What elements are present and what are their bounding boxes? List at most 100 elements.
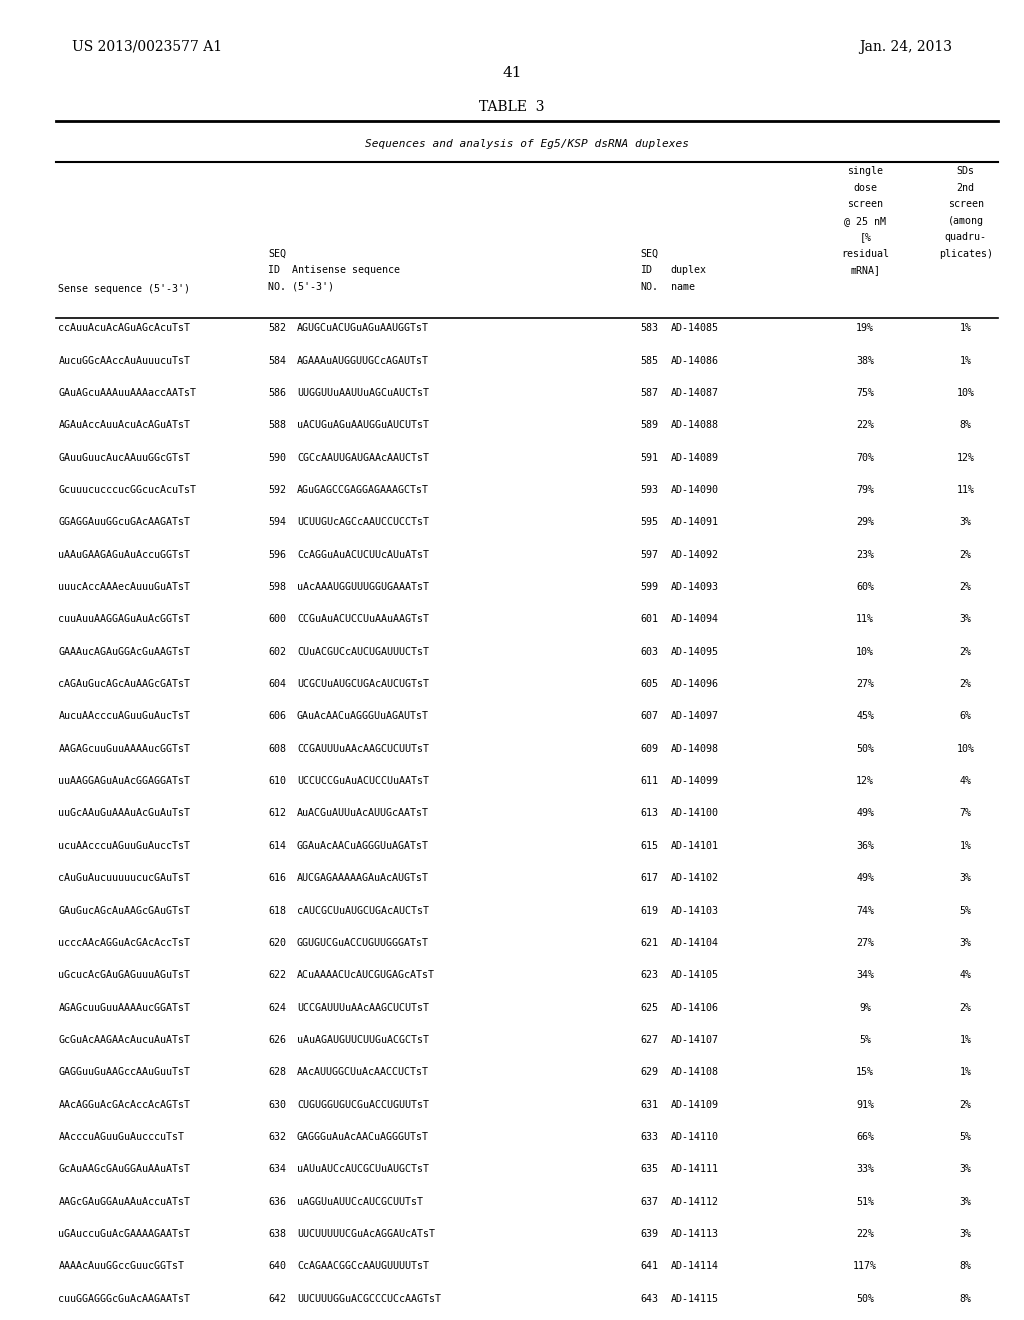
Text: 593: 593 — [640, 484, 658, 495]
Text: CUuACGUCcAUCUGAUUUCTsT: CUuACGUCcAUCUGAUUUCTsT — [297, 647, 429, 657]
Text: cuuGGAGGGcGuAcAAGAATsT: cuuGGAGGGcGuAcAAGAATsT — [58, 1294, 190, 1304]
Text: uAUuAUCcAUCGCUuAUGCTsT: uAUuAUCcAUCGCUuAUGCTsT — [297, 1164, 429, 1175]
Text: 8%: 8% — [959, 420, 972, 430]
Text: ccAuuAcuAcAGuAGcAcuTsT: ccAuuAcuAcAGuAGcAcuTsT — [58, 323, 190, 334]
Text: AD-14094: AD-14094 — [671, 615, 719, 624]
Text: 595: 595 — [640, 517, 658, 528]
Text: AD-14093: AD-14093 — [671, 582, 719, 593]
Text: GAAAucAGAuGGAcGuAAGTsT: GAAAucAGAuGGAcGuAAGTsT — [58, 647, 190, 657]
Text: 49%: 49% — [856, 874, 874, 883]
Text: SEQ: SEQ — [640, 248, 658, 259]
Text: 587: 587 — [640, 388, 658, 399]
Text: GcAuAAGcGAuGGAuAAuATsT: GcAuAAGcGAuGGAuAAuATsT — [58, 1164, 190, 1175]
Text: 639: 639 — [640, 1229, 658, 1239]
Text: AD-14101: AD-14101 — [671, 841, 719, 851]
Text: 51%: 51% — [856, 1196, 874, 1206]
Text: 598: 598 — [268, 582, 287, 593]
Text: 2%: 2% — [959, 1003, 972, 1012]
Text: AuACGuAUUuAcAUUGcAATsT: AuACGuAUUuAcAUUGcAATsT — [297, 808, 429, 818]
Text: 3%: 3% — [959, 1164, 972, 1175]
Text: AD-14115: AD-14115 — [671, 1294, 719, 1304]
Text: uAAuGAAGAGuAuAccuGGTsT: uAAuGAAGAGuAuAccuGGTsT — [58, 549, 190, 560]
Text: AD-14091: AD-14091 — [671, 517, 719, 528]
Text: 585: 585 — [640, 355, 658, 366]
Text: 3%: 3% — [959, 1229, 972, 1239]
Text: 3%: 3% — [959, 937, 972, 948]
Text: AD-14086: AD-14086 — [671, 355, 719, 366]
Text: Jan. 24, 2013: Jan. 24, 2013 — [859, 40, 952, 54]
Text: 9%: 9% — [859, 1003, 871, 1012]
Text: 582: 582 — [268, 323, 287, 334]
Text: 619: 619 — [640, 906, 658, 916]
Text: AD-14090: AD-14090 — [671, 484, 719, 495]
Text: cAGAuGucAGcAuAAGcGATsT: cAGAuGucAGcAuAAGcGATsT — [58, 678, 190, 689]
Text: GAGGGuAuAcAACuAGGGUTsT: GAGGGuAuAcAACuAGGGUTsT — [297, 1133, 429, 1142]
Text: AD-14104: AD-14104 — [671, 937, 719, 948]
Text: 612: 612 — [268, 808, 287, 818]
Text: 15%: 15% — [856, 1067, 874, 1077]
Text: GGAuAcAACuAGGGUuAGATsT: GGAuAcAACuAGGGUuAGATsT — [297, 841, 429, 851]
Text: SDs: SDs — [956, 166, 975, 177]
Text: cAUCGCUuAUGCUGAcAUCTsT: cAUCGCUuAUGCUGAcAUCTsT — [297, 906, 429, 916]
Text: plicates): plicates) — [939, 248, 992, 259]
Text: 589: 589 — [640, 420, 658, 430]
Text: 22%: 22% — [856, 1229, 874, 1239]
Text: UCCGAUUUuAAcAAGCUCUTsT: UCCGAUUUuAAcAAGCUCUTsT — [297, 1003, 429, 1012]
Text: @ 25 nM: @ 25 nM — [844, 215, 887, 226]
Text: 621: 621 — [640, 937, 658, 948]
Text: 3%: 3% — [959, 1196, 972, 1206]
Text: AD-14105: AD-14105 — [671, 970, 719, 981]
Text: 635: 635 — [640, 1164, 658, 1175]
Text: 3%: 3% — [959, 517, 972, 528]
Text: ID  Antisense sequence: ID Antisense sequence — [268, 265, 400, 276]
Text: AD-14098: AD-14098 — [671, 744, 719, 754]
Text: 38%: 38% — [856, 355, 874, 366]
Text: 603: 603 — [640, 647, 658, 657]
Text: UUCUUUUUCGuAcAGGAUcATsT: UUCUUUUUCGuAcAGGAUcATsT — [297, 1229, 435, 1239]
Text: CCGuAuACUCCUuAAuAAGTsT: CCGuAuACUCCUuAAuAAGTsT — [297, 615, 429, 624]
Text: 637: 637 — [640, 1196, 658, 1206]
Text: 7%: 7% — [959, 808, 972, 818]
Text: AGUGCuACUGuAGuAAUGGTsT: AGUGCuACUGuAGuAAUGGTsT — [297, 323, 429, 334]
Text: 607: 607 — [640, 711, 658, 722]
Text: uAGGUuAUUCcAUCGCUUTsT: uAGGUuAUUCcAUCGCUUTsT — [297, 1196, 423, 1206]
Text: 2%: 2% — [959, 549, 972, 560]
Text: 5%: 5% — [959, 1133, 972, 1142]
Text: 594: 594 — [268, 517, 287, 528]
Text: GAuGucAGcAuAAGcGAuGTsT: GAuGucAGcAuAAGcGAuGTsT — [58, 906, 190, 916]
Text: 642: 642 — [268, 1294, 287, 1304]
Text: 613: 613 — [640, 808, 658, 818]
Text: 632: 632 — [268, 1133, 287, 1142]
Text: 8%: 8% — [959, 1294, 972, 1304]
Text: 2%: 2% — [959, 678, 972, 689]
Text: AD-14089: AD-14089 — [671, 453, 719, 463]
Text: 591: 591 — [640, 453, 658, 463]
Text: duplex: duplex — [671, 265, 707, 276]
Text: uuucAccAAAecAuuuGuATsT: uuucAccAAAecAuuuGuATsT — [58, 582, 190, 593]
Text: GAuAGcuAAAuuAAAaccAATsT: GAuAGcuAAAuuAAAaccAATsT — [58, 388, 197, 399]
Text: 586: 586 — [268, 388, 287, 399]
Text: 1%: 1% — [959, 841, 972, 851]
Text: 627: 627 — [640, 1035, 658, 1045]
Text: 23%: 23% — [856, 549, 874, 560]
Text: 610: 610 — [268, 776, 287, 787]
Text: 4%: 4% — [959, 970, 972, 981]
Text: 615: 615 — [640, 841, 658, 851]
Text: GGUGUCGuACCUGUUGGGATsT: GGUGUCGuACCUGUUGGGATsT — [297, 937, 429, 948]
Text: mRNA]: mRNA] — [850, 265, 881, 276]
Text: 633: 633 — [640, 1133, 658, 1142]
Text: 66%: 66% — [856, 1133, 874, 1142]
Text: NO.: NO. — [640, 281, 658, 292]
Text: 4%: 4% — [959, 776, 972, 787]
Text: 34%: 34% — [856, 970, 874, 981]
Text: 599: 599 — [640, 582, 658, 593]
Text: 618: 618 — [268, 906, 287, 916]
Text: ucuAAcccuAGuuGuAuccTsT: ucuAAcccuAGuuGuAuccTsT — [58, 841, 190, 851]
Text: GAGGuuGuAAGccAAuGuuTsT: GAGGuuGuAAGccAAuGuuTsT — [58, 1067, 190, 1077]
Text: AD-14114: AD-14114 — [671, 1262, 719, 1271]
Text: 643: 643 — [640, 1294, 658, 1304]
Text: 590: 590 — [268, 453, 287, 463]
Text: 617: 617 — [640, 874, 658, 883]
Text: GAuAcAACuAGGGUuAGAUTsT: GAuAcAACuAGGGUuAGAUTsT — [297, 711, 429, 722]
Text: 638: 638 — [268, 1229, 287, 1239]
